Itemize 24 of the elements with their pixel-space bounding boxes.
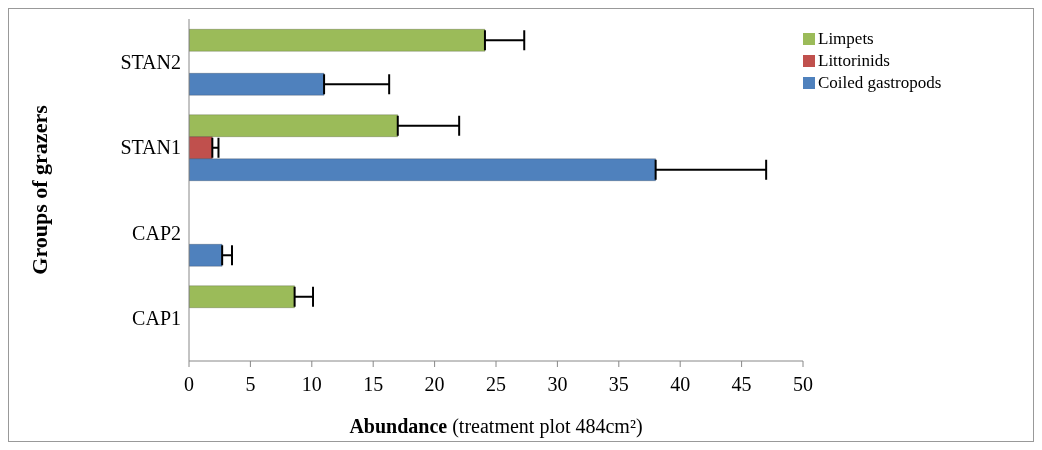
x-tick-label: 5 — [245, 373, 256, 396]
x-tick-label: 10 — [301, 373, 322, 396]
x-tick-label: 0 — [184, 373, 194, 396]
x-axis-title: Abundance (treatment plot 484cm²) — [349, 415, 643, 438]
y-tick-label: STAN1 — [120, 136, 181, 159]
y-axis-title: Groups of grazers — [26, 104, 52, 275]
x-tick-label: 45 — [731, 373, 752, 396]
x-tick-label: 25 — [486, 373, 506, 396]
y-tick-label: STAN2 — [120, 50, 181, 73]
legend-label: Coiled gastropods — [818, 73, 942, 93]
y-tick-label: CAP1 — [132, 307, 181, 330]
x-tick-label: 30 — [547, 373, 568, 396]
x-tick-label: 50 — [793, 373, 813, 396]
bar — [189, 72, 325, 96]
x-tick-label: 20 — [424, 373, 445, 396]
legend-label: Littorinids — [818, 51, 890, 71]
bar — [189, 285, 296, 309]
bar — [189, 28, 486, 52]
x-tick-label: 40 — [670, 373, 691, 396]
y-tick-label: CAP2 — [132, 221, 181, 244]
x-tick-label: 35 — [608, 373, 629, 396]
legend-label: Limpets — [818, 29, 874, 49]
x-tick-label: 15 — [363, 373, 384, 396]
bar — [189, 243, 223, 267]
